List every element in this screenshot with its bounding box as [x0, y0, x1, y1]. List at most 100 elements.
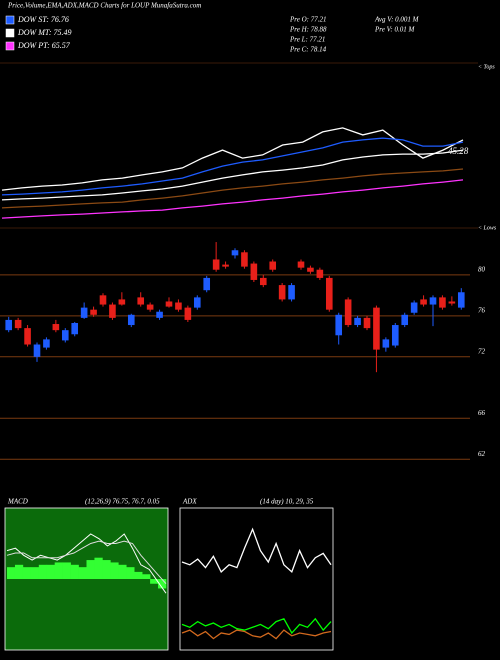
- histogram-bar: [54, 562, 63, 579]
- annotation: < Tops: [478, 64, 495, 70]
- annotation: < Lows: [478, 225, 497, 231]
- candle-body: [250, 263, 258, 280]
- info: Pre C: 78.14: [289, 46, 327, 54]
- candle-body: [325, 277, 333, 310]
- series-line: [1, 179, 464, 219]
- candle-body: [14, 319, 22, 329]
- candle-body: [33, 344, 41, 357]
- series-line: [1, 149, 464, 201]
- candle-body: [316, 269, 324, 278]
- candle-body: [43, 339, 50, 348]
- candle-body: [363, 317, 371, 329]
- legend-swatch: [5, 15, 15, 25]
- histogram-bar: [134, 571, 143, 579]
- candle-body: [354, 317, 361, 326]
- candle-body: [109, 304, 116, 318]
- candle-body: [165, 301, 173, 307]
- candle-body: [193, 297, 201, 308]
- histogram-bar: [142, 574, 151, 579]
- candle-body: [457, 292, 465, 308]
- histogram-bar: [94, 557, 103, 579]
- histogram-bar: [110, 562, 119, 579]
- candle-body: [391, 325, 399, 346]
- candle-body: [52, 324, 60, 331]
- panel-subtitle: (12,26,9) 76.75, 76.7, 0.05: [85, 498, 160, 506]
- series-line: [181, 617, 332, 635]
- candle-body: [335, 314, 343, 336]
- histogram-bar: [102, 560, 111, 579]
- candle-body: [373, 307, 380, 350]
- legend-swatch: [5, 41, 15, 51]
- candle-body: [99, 295, 107, 305]
- panel-subtitle: (14 day) 10, 29, 35: [260, 498, 314, 506]
- candle-body: [448, 301, 456, 304]
- histogram-bar: [30, 567, 40, 579]
- series-line: [1, 127, 464, 191]
- info: Pre H: 78.88: [289, 26, 327, 34]
- panel-title: MACD: [7, 498, 28, 506]
- page-title: Price,Volume,EMA,ADX,MACD Charts for LOU…: [7, 2, 201, 10]
- candle-body: [61, 330, 69, 341]
- candle-body: [410, 302, 418, 313]
- series-line: [181, 527, 332, 574]
- histogram-bar: [126, 567, 135, 579]
- candle-body: [118, 299, 126, 305]
- series-line: [1, 137, 464, 196]
- legend-entry: DOW MT: 75.49: [17, 28, 72, 37]
- candle-body: [146, 304, 154, 310]
- legend-swatch: [5, 28, 15, 38]
- histogram-bar: [118, 564, 127, 579]
- candle-body: [241, 252, 248, 267]
- candle-body: [288, 285, 295, 300]
- candle-body: [231, 250, 239, 256]
- y-tick-label: 80: [478, 265, 486, 273]
- histogram-bar: [86, 560, 95, 579]
- candle-body: [420, 299, 427, 305]
- candle-body: [127, 314, 135, 326]
- candle-body: [297, 261, 305, 268]
- series-line: [181, 629, 332, 640]
- candle-body: [5, 319, 13, 331]
- candle-body: [156, 311, 163, 318]
- series-line: [6, 533, 167, 594]
- candle-body: [269, 261, 277, 270]
- panel-title: ADX: [182, 498, 197, 506]
- candle-body: [382, 339, 390, 348]
- candle-body: [429, 297, 437, 305]
- y-tick-label: 76: [478, 306, 486, 314]
- info: Pre V: 0.01 M: [374, 26, 415, 34]
- histogram-bar: [70, 564, 79, 579]
- candle-body: [175, 302, 182, 310]
- candle-body: [203, 277, 211, 291]
- histogram-bar: [22, 567, 32, 579]
- candle-body: [401, 314, 409, 326]
- legend-entry: DOW PT: 65.57: [17, 41, 71, 50]
- legend-entry: DOW ST: 76.76: [17, 15, 69, 24]
- histogram-bar: [158, 579, 167, 589]
- histogram-bar: [7, 567, 16, 579]
- histogram-bar: [14, 564, 24, 579]
- y-tick-label: 72: [478, 347, 486, 355]
- candle-body: [184, 307, 192, 320]
- candle-body: [80, 307, 88, 318]
- histogram-bar: [78, 567, 87, 579]
- info: Avg V: 0.001 M: [374, 16, 420, 24]
- y-tick-label: 62: [478, 450, 486, 458]
- candle-body: [307, 267, 314, 272]
- y-tick-label: 66: [478, 409, 486, 417]
- candle-body: [71, 322, 79, 335]
- series-line: [1, 168, 464, 209]
- candle-body: [90, 309, 97, 315]
- candle-body: [344, 299, 352, 326]
- info: Pre L: 77.21: [289, 36, 325, 44]
- candle-body: [212, 259, 220, 270]
- histogram-bar: [62, 562, 71, 579]
- panel-bg: [179, 507, 334, 651]
- candle-body: [259, 277, 267, 286]
- info: Pre O: 77.21: [289, 16, 326, 24]
- histogram-bar: [38, 564, 48, 579]
- annotation: 45.28: [448, 146, 469, 156]
- candle-body: [24, 328, 31, 345]
